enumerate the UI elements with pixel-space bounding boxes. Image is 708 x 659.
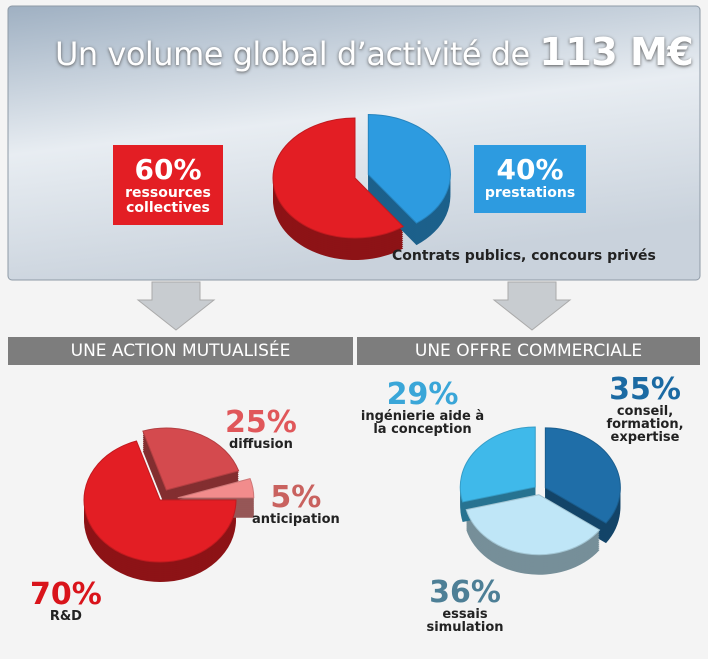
value-label: 25%	[225, 405, 297, 440]
value-label: 5%	[270, 480, 322, 515]
value-label: 36%	[429, 575, 501, 610]
value-label: 70%	[30, 577, 102, 612]
arrow	[492, 281, 572, 331]
value-label: 60%	[134, 153, 202, 186]
slice	[544, 427, 621, 524]
category-label: anticipation	[252, 512, 340, 527]
slice	[465, 494, 601, 556]
slice	[272, 117, 405, 239]
slice-label: 29% ingénierie aide à la conception	[360, 377, 485, 437]
section-title: UNE OFFRE COMMERCIALE	[357, 337, 700, 365]
slice-label: 40% prestations	[474, 145, 586, 213]
slice-label: 5% anticipation	[252, 480, 340, 527]
slice-label: 25% diffusion	[225, 405, 297, 452]
slice	[177, 477, 255, 499]
category-label: ressources collectives	[125, 185, 211, 216]
headline-total: 113 M€	[539, 30, 694, 74]
arrow	[136, 281, 216, 331]
category-label: ingénierie aide à la conception	[360, 409, 485, 437]
category-label: essais simulation	[426, 607, 504, 635]
category-label: R&D	[49, 609, 82, 624]
slice	[367, 114, 451, 224]
value-label: 40%	[496, 153, 564, 186]
annotation: Contrats publics, concours privés	[392, 248, 656, 264]
section-title: UNE ACTION MUTUALISÉE	[8, 337, 353, 365]
slice	[142, 427, 240, 491]
headline-text: Un volume global d’activité de	[55, 35, 530, 73]
value-label: 35%	[609, 372, 681, 407]
slice-label: 35% conseil, formation, expertise	[590, 372, 700, 445]
slice-label: 70% R&D	[30, 577, 102, 624]
category-label: diffusion	[228, 437, 293, 452]
slice-label: 36% essais simulation	[410, 575, 520, 635]
value-label: 29%	[386, 377, 459, 412]
category-label: prestations	[484, 185, 576, 201]
slice	[459, 426, 536, 503]
category-label: conseil, formation, expertise	[606, 404, 684, 445]
slice	[83, 440, 237, 563]
slice-label: 60% ressources collectives	[113, 145, 223, 225]
headline: Un volume global d’activité de 113 M€	[55, 30, 694, 74]
